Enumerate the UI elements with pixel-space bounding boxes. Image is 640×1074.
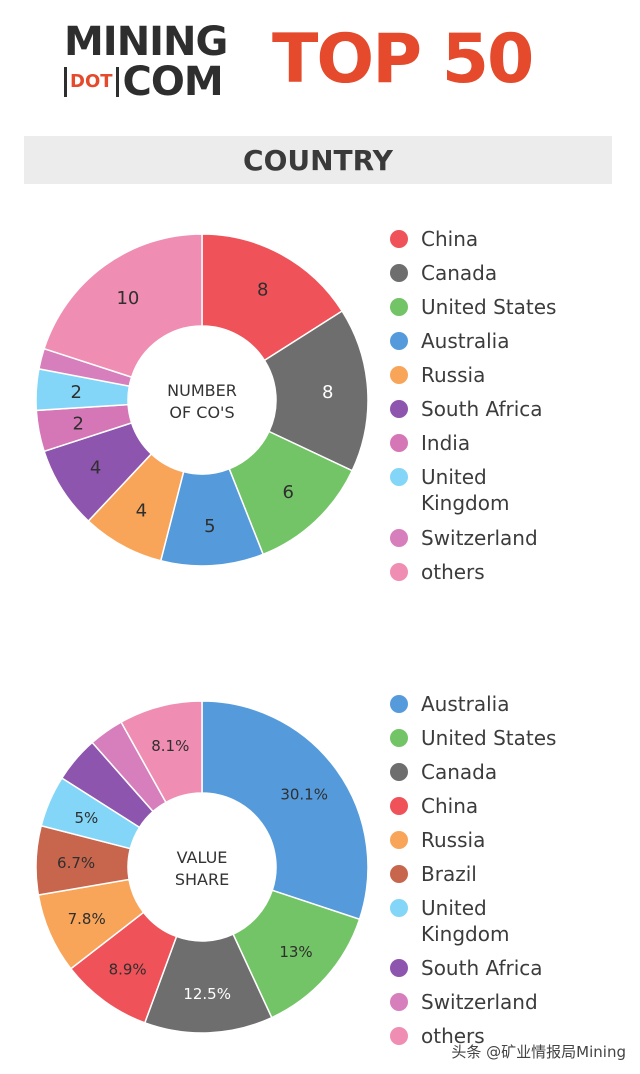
legend-item-united-states: United States (390, 725, 630, 759)
slice-canada (263, 310, 369, 472)
legend-label-others: others (421, 1024, 485, 1048)
legend-swatch-india (390, 434, 408, 452)
section-banner: COUNTRY (24, 136, 612, 184)
page-title: TOP 50 (272, 20, 534, 99)
legend-swatch-china (390, 230, 408, 248)
legend-label-australia: Australia (421, 692, 510, 716)
data-label-russia: 4 (136, 500, 147, 521)
legend-swatch-australia (390, 695, 408, 713)
slice-others (43, 233, 203, 379)
data-label-brazil: 6.7% (57, 854, 95, 872)
center-label-line-2: SHARE (175, 870, 229, 889)
legend-label-united-states: United States (421, 295, 557, 319)
legend-item-russia: Russia (390, 362, 630, 396)
legend-swatch-united-kingdom (390, 468, 408, 486)
legend-swatch-australia (390, 332, 408, 350)
legend-item-others: others (390, 1023, 630, 1057)
legend-label-south-africa: South Africa (421, 397, 543, 421)
slice-others (120, 700, 203, 804)
legend-label-china: China (421, 227, 479, 251)
legend-label-united-kingdom: United Kingdom (421, 465, 510, 515)
legend-item-united-kingdom: United Kingdom (390, 895, 630, 955)
legend-item-south-africa: South Africa (390, 955, 630, 989)
data-label-china: 8 (257, 280, 268, 301)
legend-item-united-states: United States (390, 294, 630, 328)
section-banner-label: COUNTRY (243, 144, 393, 177)
data-label-russia: 7.8% (68, 910, 106, 928)
logo-com-text: COM (122, 59, 224, 105)
slice-china (201, 233, 344, 362)
legend-label-china: China (421, 794, 479, 818)
logo-line2: DOT COM (64, 59, 224, 105)
legend-label-russia: Russia (421, 828, 486, 852)
legend-swatch-united-kingdom (390, 899, 408, 917)
center-label-line-2: OF CO'S (169, 403, 234, 422)
number-of-companies-legend: China Canada United States Australia Russia S… (390, 226, 630, 593)
data-label-canada: 8 (322, 382, 333, 403)
logo-mining-text: MINING (64, 19, 228, 65)
legend-label-south-africa: South Africa (421, 956, 543, 980)
legend-label-canada: Canada (421, 261, 498, 285)
value-share-donut-chart: 30.1% 13% 12.5% 8.9% 7.8% 6.7% 5% 8.1% VALUE SHAR… (35, 700, 369, 1034)
legend-item-canada: Canada (390, 759, 630, 793)
legend-swatch-south-africa (390, 959, 408, 977)
legend-swatch-united-states (390, 298, 408, 316)
data-label-australia: 5 (204, 516, 215, 537)
data-label-united-states: 6 (283, 482, 294, 503)
legend-item-india: India (390, 430, 630, 464)
center-label-line-1: NUMBER (167, 381, 237, 400)
legend-item-switzerland: Switzerland (390, 989, 630, 1023)
legend-swatch-canada (390, 763, 408, 781)
legend-item-others: others (390, 559, 630, 593)
data-label-united-kingdom: 2 (71, 382, 82, 403)
data-label-china: 8.9% (109, 961, 147, 979)
watermark-text: 头条 @矿业情报局Mining (451, 1043, 626, 1061)
legend-item-australia: Australia (390, 328, 630, 362)
legend-label-brazil: Brazil (421, 862, 477, 886)
legend-swatch-united-states (390, 729, 408, 747)
value-share-legend: Australia United States Canada China Russia B… (390, 691, 630, 1057)
legend-swatch-china (390, 797, 408, 815)
number-of-companies-donut-chart: 8 8 6 5 4 4 2 2 10 NUMBER OF CO'S (35, 233, 369, 567)
legend-item-south-africa: South Africa (390, 396, 630, 430)
legend-item-canada: Canada (390, 260, 630, 294)
legend-swatch-russia (390, 831, 408, 849)
logo-dot-text: DOT (64, 67, 119, 97)
legend-item-switzerland: Switzerland (390, 525, 630, 559)
data-label-india: 2 (73, 414, 84, 435)
legend-label-russia: Russia (421, 363, 486, 387)
legend-swatch-others (390, 563, 408, 581)
data-label-south-africa: 4 (90, 458, 101, 479)
legend-label-switzerland: Switzerland (421, 990, 538, 1014)
legend-label-canada: Canada (421, 760, 498, 784)
data-label-canada: 12.5% (183, 985, 231, 1003)
legend-label-switzerland: Switzerland (421, 526, 538, 550)
legend-swatch-canada (390, 264, 408, 282)
data-label-united-kingdom: 5% (74, 809, 98, 827)
legend-swatch-others (390, 1027, 408, 1045)
center-label-line-1: VALUE (177, 848, 228, 867)
legend-label-united-states: United States (421, 726, 557, 750)
legend-item-russia: Russia (390, 827, 630, 861)
legend-item-brazil: Brazil (390, 861, 630, 895)
data-label-others: 10 (116, 288, 139, 309)
slice-australia (201, 700, 369, 921)
legend-label-australia: Australia (421, 329, 510, 353)
legend-label-others: others (421, 560, 485, 584)
legend-swatch-russia (390, 366, 408, 384)
legend-item-china: China (390, 226, 630, 260)
legend-item-china: China (390, 793, 630, 827)
data-label-united-states: 13% (279, 943, 312, 961)
legend-swatch-south-africa (390, 400, 408, 418)
data-label-australia: 30.1% (280, 785, 328, 803)
data-label-others: 8.1% (151, 737, 189, 755)
legend-swatch-switzerland (390, 529, 408, 547)
legend-item-australia: Australia (390, 691, 630, 725)
mining-dot-com-logo: MINING DOT COM (64, 22, 244, 102)
legend-swatch-switzerland (390, 993, 408, 1011)
legend-label-united-kingdom: United Kingdom (421, 896, 510, 946)
legend-item-united-kingdom: United Kingdom (390, 464, 630, 525)
legend-swatch-brazil (390, 865, 408, 883)
legend-label-india: India (421, 431, 471, 455)
